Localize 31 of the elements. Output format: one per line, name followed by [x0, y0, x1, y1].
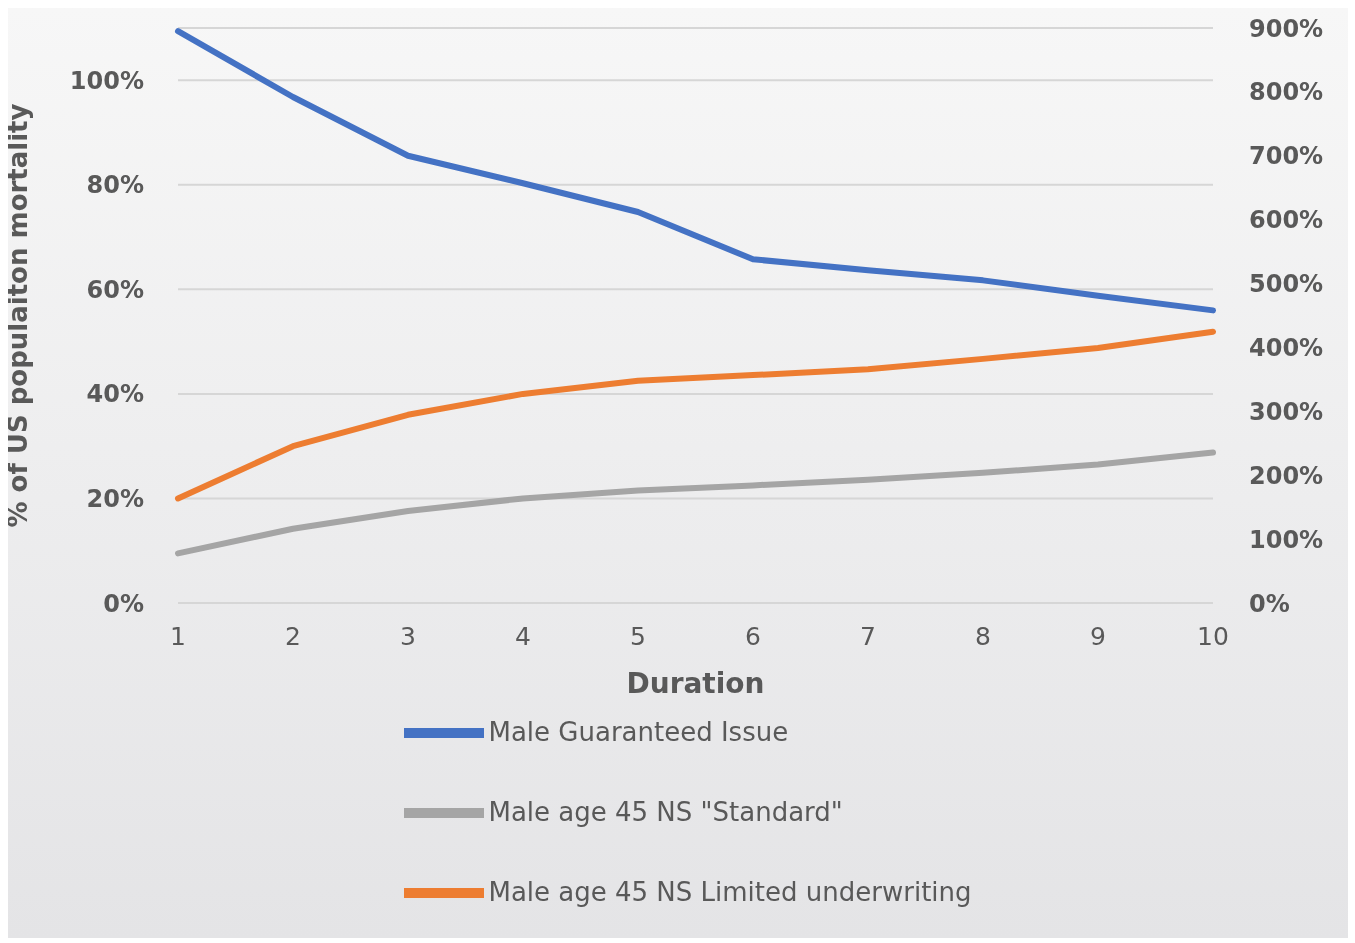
y2-tick-label: 100%: [1249, 525, 1324, 554]
y-tick-label: 0%: [103, 589, 144, 618]
y2-tick-label: 200%: [1249, 461, 1324, 490]
legend-label: Male age 45 NS Limited underwriting: [488, 876, 972, 907]
y2-tick-label: 800%: [1249, 78, 1324, 107]
y-tick-label: 40%: [86, 380, 144, 409]
y-tick-label: 60%: [86, 275, 144, 304]
y2-tick-label: 700%: [1249, 142, 1324, 171]
y2-tick-label: 600%: [1249, 206, 1324, 235]
y-tick-label: 100%: [69, 66, 144, 95]
x-tick-label: 7: [860, 621, 876, 651]
x-tick-label: 6: [745, 621, 761, 651]
x-tick-label: 4: [515, 621, 531, 651]
y-axis-title: % of US populaiton mortality: [3, 103, 34, 528]
y2-tick-label: 0%: [1249, 589, 1290, 618]
x-tick-label: 2: [285, 621, 301, 651]
x-tick-label: 3: [400, 621, 416, 651]
x-tick-label: 9: [1090, 621, 1106, 651]
legend-label: Male age 45 NS "Standard": [488, 796, 843, 827]
x-tick-label: 5: [630, 621, 646, 651]
legend-label: Male Guaranteed Issue: [488, 716, 789, 747]
x-tick-label: 1: [170, 621, 186, 651]
x-tick-label: 8: [975, 621, 991, 651]
y2-tick-label: 500%: [1249, 270, 1324, 299]
y-tick-label: 80%: [86, 171, 144, 200]
y2-tick-label: 900%: [1249, 14, 1324, 43]
y2-tick-label: 400%: [1249, 333, 1324, 362]
x-tick-label: 10: [1197, 621, 1229, 651]
y-tick-label: 20%: [86, 484, 144, 513]
y2-tick-label: 300%: [1249, 397, 1324, 426]
x-axis-title: Duration: [626, 667, 765, 700]
